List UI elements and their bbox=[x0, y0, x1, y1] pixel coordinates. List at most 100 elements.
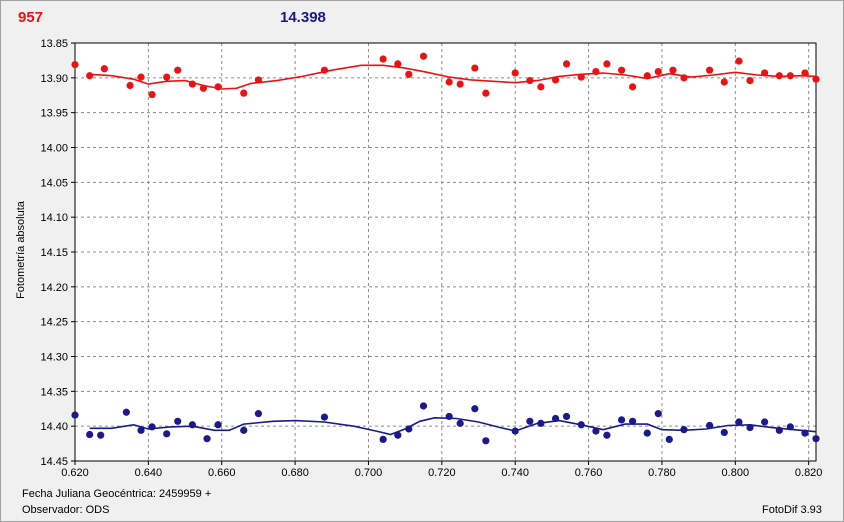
x-tick-label: 0.640 bbox=[135, 467, 163, 479]
series-1-point bbox=[761, 69, 769, 77]
series-1-point bbox=[379, 55, 387, 63]
series-1-point bbox=[137, 73, 145, 81]
series-1-point bbox=[669, 66, 677, 74]
x-tick-label: 0.700 bbox=[355, 467, 383, 479]
series-1-point bbox=[320, 66, 329, 74]
series-1-point bbox=[720, 78, 728, 86]
x-tick-label: 0.680 bbox=[281, 467, 309, 479]
series-2-point bbox=[628, 417, 637, 425]
series-2-point bbox=[617, 416, 626, 424]
x-tick-label: 0.760 bbox=[575, 467, 603, 479]
series-2-point bbox=[812, 435, 820, 443]
x-tick-label: 0.780 bbox=[648, 467, 676, 479]
series-2-point bbox=[511, 427, 519, 435]
series-1-fit-line bbox=[89, 64, 817, 90]
y-tick-label: 14.10 bbox=[40, 212, 68, 224]
series-1-point bbox=[680, 74, 688, 82]
series-2-point bbox=[720, 428, 728, 437]
series-2-point bbox=[471, 405, 479, 413]
series-1-point bbox=[199, 84, 207, 92]
series-2-point bbox=[665, 435, 673, 444]
series-1-point bbox=[445, 78, 453, 86]
series-1-point bbox=[100, 65, 108, 73]
series-1-point bbox=[471, 64, 479, 72]
series-1-point bbox=[706, 66, 714, 74]
series-2-point bbox=[537, 419, 545, 427]
series-1-point bbox=[775, 72, 783, 80]
y-tick-label: 14.20 bbox=[40, 282, 68, 294]
header-left-value: 957 bbox=[18, 9, 44, 26]
series-1-point bbox=[240, 89, 248, 97]
series-2-point bbox=[775, 426, 783, 434]
series-1-point bbox=[628, 83, 637, 91]
series-2-point bbox=[214, 421, 222, 429]
series-2-point bbox=[592, 427, 600, 435]
series-2-point bbox=[86, 430, 94, 439]
series-2-fit-line bbox=[89, 416, 817, 436]
series-2-point bbox=[801, 429, 809, 437]
series-2-point bbox=[735, 418, 743, 426]
series-1-point bbox=[592, 67, 600, 76]
y-tick-label: 13.85 bbox=[40, 38, 68, 50]
y-tick-label: 14.05 bbox=[40, 177, 68, 189]
series-2-point bbox=[551, 414, 560, 423]
series-1-point bbox=[526, 77, 534, 85]
series-2-point bbox=[643, 429, 651, 437]
series-1-point bbox=[643, 72, 651, 80]
series-2-point bbox=[240, 426, 248, 434]
series-2-point bbox=[405, 425, 413, 433]
series-1-point bbox=[188, 80, 196, 88]
series-2-point bbox=[174, 417, 182, 425]
series-1-point bbox=[214, 83, 222, 91]
series-1-point bbox=[126, 81, 134, 90]
series-2-point bbox=[148, 423, 156, 431]
series-2-point bbox=[577, 421, 585, 429]
series-2-point bbox=[482, 437, 490, 445]
x-tick-label: 0.800 bbox=[722, 467, 750, 479]
series-2-point bbox=[654, 410, 662, 418]
x-tick-label: 0.660 bbox=[208, 467, 236, 479]
plot-border bbox=[74, 42, 817, 462]
observer-label: Observador: ODS bbox=[22, 504, 110, 516]
series-2-point bbox=[163, 430, 171, 438]
series-2-point bbox=[254, 410, 263, 418]
series-2-point bbox=[562, 412, 571, 421]
series-1-point bbox=[617, 66, 626, 74]
series-2-point bbox=[97, 431, 105, 439]
x-tick-label: 0.620 bbox=[61, 467, 89, 479]
series-2-point bbox=[394, 431, 402, 439]
y-tick-label: 14.40 bbox=[40, 421, 68, 433]
series-2-point bbox=[419, 402, 428, 410]
series-1-point bbox=[562, 60, 571, 68]
series-1-point bbox=[812, 75, 820, 83]
header-right-value: 14.398 bbox=[280, 9, 326, 26]
series-2-point bbox=[680, 426, 688, 434]
series-1-point bbox=[456, 80, 464, 88]
y-tick-label: 14.15 bbox=[40, 247, 68, 259]
series-1-point bbox=[654, 67, 662, 76]
y-tick-label: 14.45 bbox=[40, 456, 68, 468]
y-tick-label: 13.90 bbox=[40, 73, 68, 85]
series-1-point bbox=[786, 72, 794, 80]
y-tick-label: 14.35 bbox=[40, 386, 68, 398]
series-1-point bbox=[537, 83, 545, 91]
series-1-point bbox=[746, 77, 754, 85]
series-1-point bbox=[735, 57, 743, 65]
series-1-point bbox=[801, 69, 809, 77]
date-label: Fecha Juliana Geocéntrica: 2459959 + bbox=[22, 488, 212, 500]
series-1-point bbox=[254, 76, 263, 84]
series-2-point bbox=[526, 417, 534, 425]
series-1-point bbox=[163, 73, 171, 81]
series-2-point bbox=[786, 423, 794, 431]
series-2-point bbox=[746, 423, 754, 432]
series-2-point bbox=[137, 426, 145, 434]
series-1-point bbox=[71, 60, 79, 69]
series-1-point bbox=[405, 70, 413, 78]
series-2-point bbox=[603, 431, 611, 439]
series-1-point bbox=[148, 90, 156, 99]
series-2-point bbox=[122, 408, 130, 416]
y-tick-label: 14.25 bbox=[40, 317, 68, 329]
series-2-point bbox=[456, 419, 464, 427]
series-2-point bbox=[203, 435, 211, 443]
series-2-point bbox=[706, 421, 714, 430]
